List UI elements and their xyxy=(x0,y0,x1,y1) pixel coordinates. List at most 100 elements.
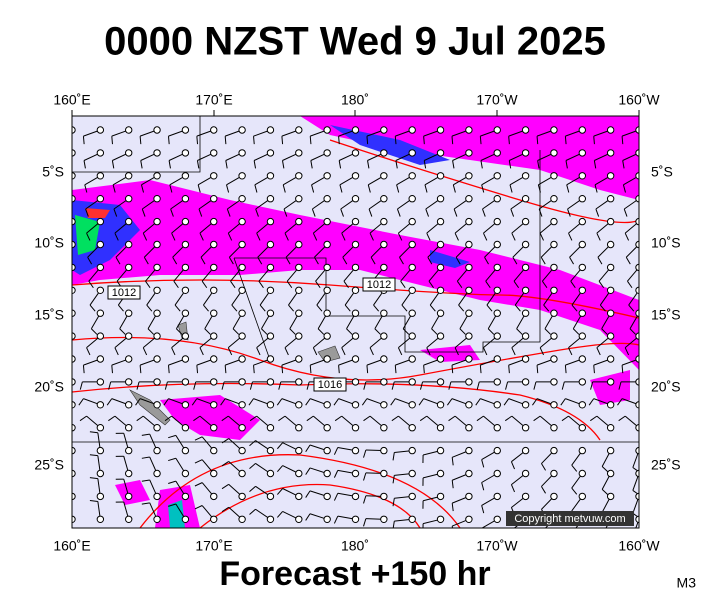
station xyxy=(295,424,303,432)
barb-feather xyxy=(373,304,380,312)
barb-feather xyxy=(402,328,410,335)
station xyxy=(493,240,501,249)
barb-feather xyxy=(333,447,339,455)
barb-feather xyxy=(199,232,204,241)
barb-feather xyxy=(248,398,254,406)
barb-feather xyxy=(569,256,575,265)
barb-feather xyxy=(541,486,546,494)
station xyxy=(295,309,303,317)
station xyxy=(153,126,161,134)
station xyxy=(380,469,388,478)
barb-feather xyxy=(253,136,255,145)
station xyxy=(323,217,331,226)
station xyxy=(550,286,558,294)
barb-feather xyxy=(508,160,512,169)
station xyxy=(408,240,416,249)
station xyxy=(351,172,360,180)
barb-feather xyxy=(197,184,201,193)
barb-feather xyxy=(89,431,98,434)
station xyxy=(380,492,388,501)
barb-feather xyxy=(227,232,233,241)
station xyxy=(380,355,388,363)
barb-feather xyxy=(510,484,516,493)
barb-feather xyxy=(221,415,229,422)
station xyxy=(606,309,615,317)
station xyxy=(550,263,558,272)
barb-feather xyxy=(453,208,458,217)
barb-feather xyxy=(141,479,150,482)
barb-feather xyxy=(571,464,578,472)
station xyxy=(578,424,586,432)
station xyxy=(465,332,473,340)
barb-feather xyxy=(397,232,403,241)
barb-feather xyxy=(196,365,199,374)
barb-feather xyxy=(392,498,395,507)
station xyxy=(493,355,501,363)
station xyxy=(521,240,530,249)
barb-feather xyxy=(590,415,598,422)
barb-feather xyxy=(363,381,367,390)
station xyxy=(465,149,473,157)
barb-feather xyxy=(363,415,371,422)
station xyxy=(351,446,360,455)
station xyxy=(578,401,586,409)
station xyxy=(521,286,530,294)
barb-feather xyxy=(87,256,93,265)
barb-feather xyxy=(486,304,493,312)
barb-feather xyxy=(572,328,580,335)
barb-feather xyxy=(176,328,183,335)
barb-feather xyxy=(601,328,608,335)
barb-feather xyxy=(390,398,396,406)
isobar-label-box xyxy=(362,277,396,292)
station xyxy=(266,469,275,478)
station xyxy=(351,240,360,249)
barb-feather xyxy=(456,280,463,289)
station xyxy=(295,172,303,180)
station xyxy=(436,309,445,317)
barb-feather xyxy=(538,208,543,217)
station xyxy=(550,355,558,363)
station xyxy=(266,286,275,294)
barb-feather xyxy=(394,136,397,145)
station xyxy=(96,492,105,501)
station xyxy=(578,332,586,340)
station xyxy=(351,401,360,409)
station xyxy=(465,286,473,294)
barb-feather xyxy=(338,160,342,169)
barb-feather xyxy=(511,347,516,356)
station xyxy=(550,332,558,340)
barb-feather xyxy=(459,328,466,335)
station xyxy=(578,492,586,501)
barb-feather xyxy=(58,348,61,355)
barb-feather xyxy=(255,208,259,217)
barb-feather xyxy=(423,365,425,374)
barb-feather xyxy=(305,513,311,521)
barb-feather xyxy=(483,232,488,241)
station xyxy=(153,401,161,409)
barb-feather xyxy=(278,415,286,422)
station xyxy=(465,309,473,317)
barb-feather xyxy=(164,381,168,390)
barb-feather xyxy=(227,347,233,356)
station xyxy=(493,172,501,180)
barb-feather xyxy=(278,381,282,390)
station xyxy=(351,492,360,501)
barb-feather xyxy=(543,304,550,312)
barb-feather xyxy=(568,347,573,356)
station xyxy=(436,149,445,157)
station xyxy=(436,378,445,386)
map-area: 1012 1012 1016 Copyright metvuw.com xyxy=(58,116,639,528)
barb-feather xyxy=(621,136,624,145)
barb-feather xyxy=(196,136,199,145)
graticule-labels: 160˚E 160˚E 170˚E 170˚E 180˚ 180˚ 170˚W 170˚W 16… xyxy=(34,92,680,554)
station xyxy=(408,263,416,272)
barb-feather xyxy=(88,280,94,289)
barb-staff xyxy=(72,198,73,200)
station xyxy=(266,446,275,455)
station xyxy=(351,263,360,272)
barb-feather xyxy=(86,232,91,241)
barb-feather xyxy=(392,475,395,484)
barb-feather xyxy=(194,505,203,510)
barb-feather xyxy=(59,257,63,264)
